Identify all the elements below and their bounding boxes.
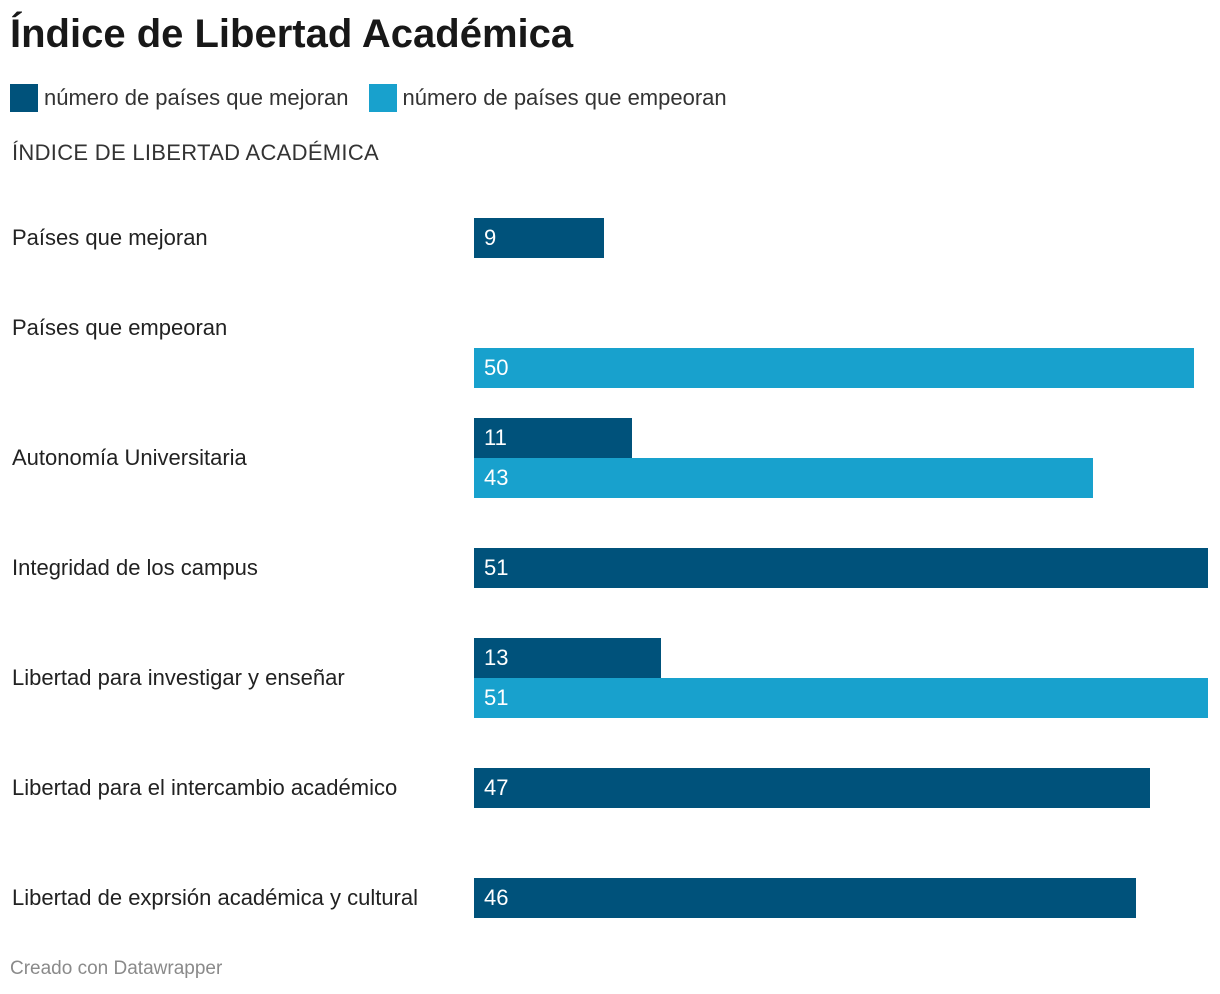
category-label: Libertad para el intercambio académico: [12, 775, 398, 800]
category-label: Libertad de exprsión académica y cultura…: [12, 885, 419, 910]
footer-credit: Creado con Datawrapper: [10, 958, 223, 979]
bar: 13: [474, 638, 662, 678]
category-label: Países que empeoran: [12, 315, 228, 340]
bar-value-label: 47: [484, 775, 509, 800]
bar: 51: [474, 678, 1208, 718]
chart-subtitle: ÍNDICE DE LIBERTAD ACADÉMICA: [12, 140, 379, 165]
bar-value-label: 46: [484, 885, 509, 910]
bar-value-label: 9: [484, 225, 497, 250]
bar: 43: [474, 458, 1093, 498]
legend-swatch-empeoran: [368, 84, 397, 112]
bar-value-label: 13: [484, 645, 509, 670]
legend-label-mejoran: número de países que mejoran: [44, 85, 349, 110]
legend-item-empeoran: número de países que empeoran: [368, 84, 727, 112]
bar-value-label: 50: [484, 355, 509, 380]
category-label: Libertad para investigar y enseñar: [12, 665, 345, 690]
bar: 50: [474, 348, 1194, 388]
bar-value-label: 51: [484, 555, 509, 580]
category-label: Integridad de los campus: [12, 555, 258, 580]
legend-swatch-mejoran: [10, 84, 38, 112]
legend-label-empeoran: número de países que empeoran: [402, 85, 727, 110]
legend: número de países que mejoran número de p…: [10, 84, 747, 112]
bar: 47: [474, 768, 1151, 808]
bar-value-label: 11: [484, 425, 507, 450]
bar: 9: [474, 218, 604, 258]
category-label: Autonomía Universitaria: [12, 445, 247, 470]
legend-item-mejoran: número de países que mejoran: [10, 84, 349, 112]
bar-value-label: 43: [484, 465, 509, 490]
bar: 51: [474, 548, 1208, 588]
bar: 11: [474, 418, 633, 458]
chart-title: Índice de Libertad Académica: [10, 12, 574, 56]
category-label: Países que mejoran: [12, 225, 208, 250]
bar-value-label: 51: [484, 685, 509, 710]
bar: 46: [474, 878, 1137, 918]
